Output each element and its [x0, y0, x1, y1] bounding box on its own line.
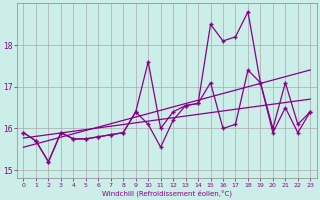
X-axis label: Windchill (Refroidissement éolien,°C): Windchill (Refroidissement éolien,°C) — [102, 189, 232, 197]
